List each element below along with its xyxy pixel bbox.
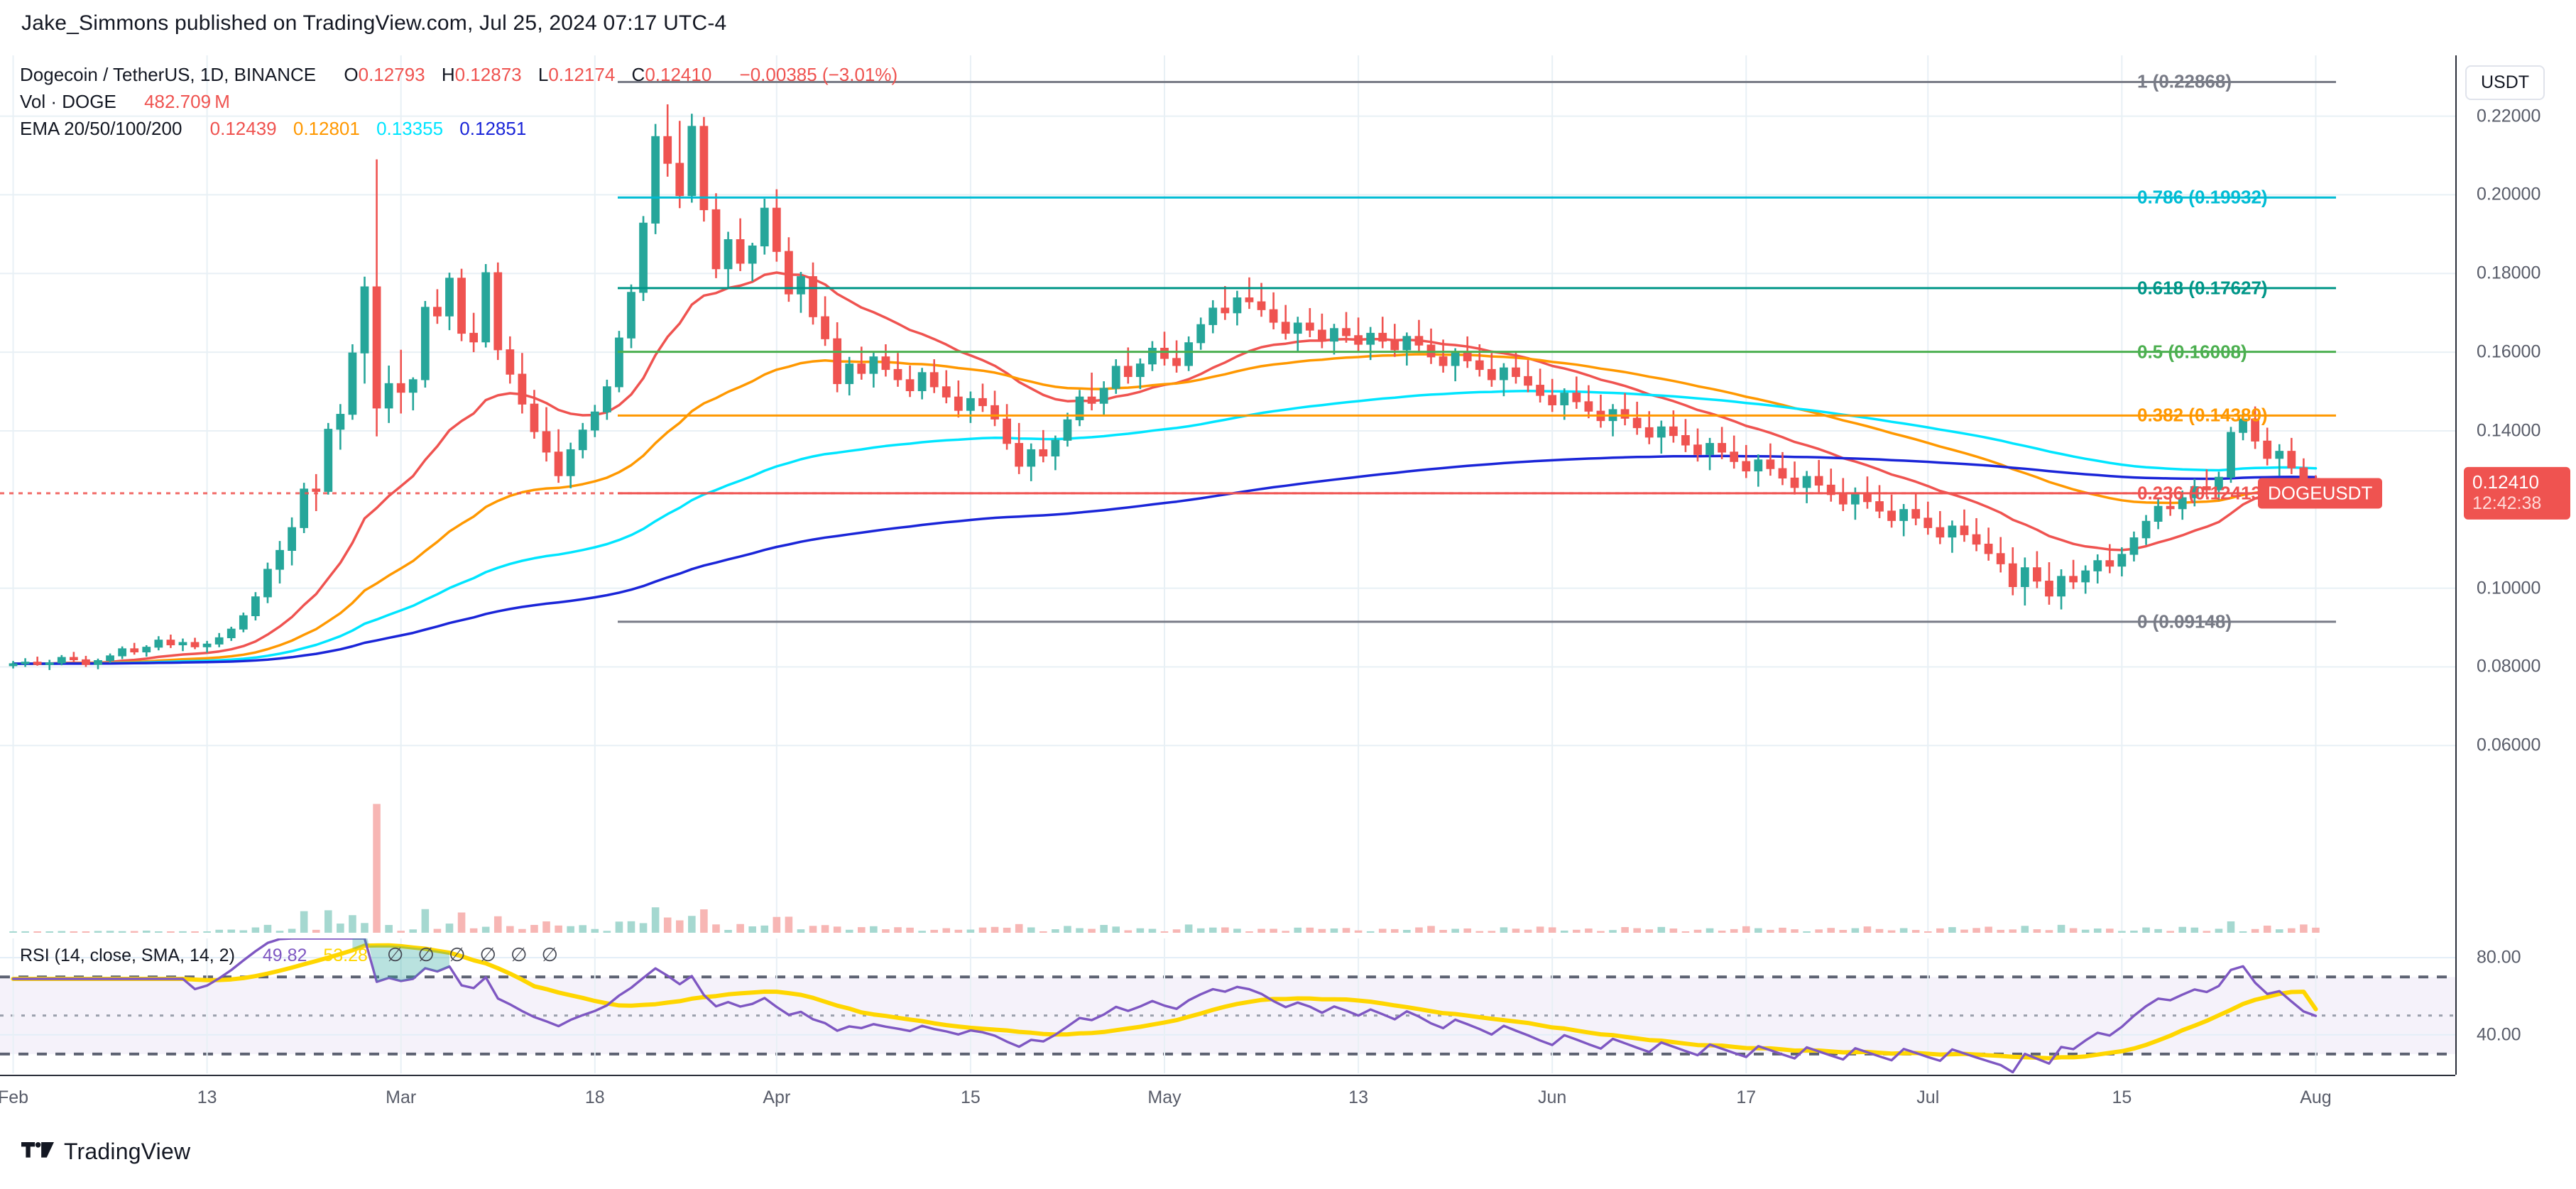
rsi-tick-label: 40.00 — [2477, 1024, 2521, 1045]
high-label: H — [441, 64, 455, 85]
ema200-value: 0.12851 — [459, 118, 527, 139]
price-plot — [0, 55, 2455, 933]
fib-level-label-0-5: 0.5 (0.16008) — [2137, 341, 2247, 363]
close-label: C — [631, 64, 645, 85]
price-chart-pane[interactable] — [0, 55, 2455, 933]
currency-badge[interactable]: USDT — [2465, 65, 2545, 100]
time-tick-label: Apr — [763, 1087, 791, 1107]
current-price-value: 0.12410 — [2472, 471, 2539, 493]
time-tick-label: 15 — [961, 1087, 981, 1107]
price-tick-label: 0.06000 — [2477, 735, 2541, 755]
tradingview-brand-label: TradingView — [64, 1139, 191, 1164]
fib-level-label-0: 0 (0.09148) — [2137, 610, 2232, 632]
rsi-legend: RSI (14, close, SMA, 14, 2) 49.82 53.28 … — [20, 944, 558, 966]
fib-level-label-0-236: 0.236 (0.12413) — [2137, 482, 2268, 504]
rsi-tick-label: 80.00 — [2477, 947, 2521, 968]
time-tick-label: Jun — [1538, 1087, 1567, 1107]
price-tick-label: 0.16000 — [2477, 341, 2541, 362]
price-tick-label: 0.10000 — [2477, 578, 2541, 598]
price-tick-label: 0.22000 — [2477, 106, 2541, 126]
time-tick-label: Jul — [1916, 1087, 1940, 1107]
fib-level-label-0-618: 0.618 (0.17627) — [2137, 277, 2268, 299]
time-tick-label: 17 — [1736, 1087, 1757, 1107]
ema-legend: EMA 20/50/100/200 0.12439 0.12801 0.1335… — [20, 118, 526, 140]
current-price-tag[interactable]: 0.12410 12:42:38 — [2464, 466, 2570, 520]
rsi-pane[interactable] — [0, 938, 2455, 1073]
rsi-empty-indicator: ∅ — [448, 944, 466, 965]
symbol-legend-label: Dogecoin / TetherUS, 1D, BINANCE — [20, 64, 317, 85]
tradingview-logo-icon — [21, 1141, 54, 1158]
price-tick-label: 0.18000 — [2477, 263, 2541, 283]
low-value: 0.12174 — [548, 64, 616, 85]
volume-legend: Vol · DOGE 482.709 M — [20, 91, 230, 113]
symbol-ohlc-legend: Dogecoin / TetherUS, 1D, BINANCE O0.1279… — [20, 64, 897, 86]
bar-countdown: 12:42:38 — [2472, 493, 2542, 513]
rsi-title: RSI (14, close, SMA, 14, 2) — [20, 946, 235, 965]
time-tick-label: Feb — [0, 1087, 29, 1107]
volume-value: 482.709 M — [144, 91, 230, 112]
rsi-plot — [0, 938, 2455, 1073]
rsi-empty-indicator: ∅ — [417, 944, 435, 965]
time-tick-label: 18 — [584, 1087, 605, 1107]
rsi-empty-indicator: ∅ — [541, 944, 559, 965]
open-label: O — [344, 64, 359, 85]
rsi-empty-indicator: ∅ — [511, 944, 528, 965]
ema100-value: 0.13355 — [376, 118, 444, 139]
rsi-sma-value: 53.28 — [323, 946, 368, 965]
ema50-value: 0.12801 — [293, 118, 360, 139]
fib-level-label-0-382: 0.382 (0.14389) — [2137, 404, 2268, 426]
attribution-text: Jake_Simmons published on TradingView.co… — [21, 11, 727, 35]
ema20-value: 0.12439 — [209, 118, 277, 139]
rsi-empty-indicator: ∅ — [386, 944, 404, 965]
time-tick-label: 13 — [1348, 1087, 1368, 1107]
volume-label: Vol · DOGE — [20, 91, 116, 112]
price-axis[interactable]: USDT 0.22000 0.20000 0.18000 0.16000 0.14000… — [2455, 55, 2576, 1075]
open-value: 0.12793 — [358, 64, 425, 85]
rsi-value: 49.82 — [262, 946, 307, 965]
time-tick-label: Aug — [2300, 1087, 2332, 1107]
fib-level-label-1: 1 (0.22868) — [2137, 70, 2232, 92]
price-tick-label: 0.20000 — [2477, 184, 2541, 204]
rsi-empty-indicator: ∅ — [479, 944, 497, 965]
time-tick-label: 13 — [197, 1087, 217, 1107]
fib-level-label-0-786: 0.786 (0.19932) — [2137, 186, 2268, 208]
close-value: 0.12410 — [645, 64, 712, 85]
change-value: −0.00385 (−3.01%) — [739, 64, 898, 85]
low-label: L — [537, 64, 549, 85]
price-tick-label: 0.14000 — [2477, 420, 2541, 441]
time-tick-label: Mar — [386, 1087, 417, 1107]
ema-label: EMA 20/50/100/200 — [20, 118, 182, 139]
time-axis[interactable]: Feb 13 Mar 18 Apr 15 May 13 Jun 17 Jul 15 Aug — [0, 1075, 2455, 1117]
rsi-empty-indicators: ∅ ∅ ∅ ∅ ∅ ∅ — [373, 944, 559, 965]
tradingview-footer: TradingView — [21, 1139, 190, 1165]
time-tick-label: 15 — [2112, 1087, 2132, 1107]
price-tick-label: 0.08000 — [2477, 656, 2541, 676]
high-value: 0.12873 — [454, 64, 522, 85]
symbol-price-tag[interactable]: DOGEUSDT — [2258, 478, 2383, 509]
time-tick-label: May — [1147, 1087, 1181, 1107]
